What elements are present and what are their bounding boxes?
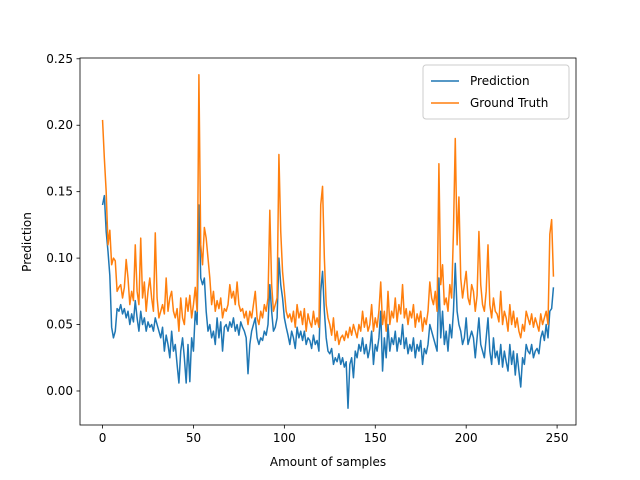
plot-frame <box>79 57 577 426</box>
y-tick-label: 0.05 <box>46 318 73 332</box>
y-tick-label: 0.10 <box>46 251 73 265</box>
y-tick-label: 0.25 <box>46 52 73 66</box>
legend-label: Ground Truth <box>470 96 548 110</box>
x-tick-label: 50 <box>186 431 201 445</box>
y-tick-label: 0.15 <box>46 185 73 199</box>
x-tick-label: 200 <box>455 431 478 445</box>
line-series <box>101 194 555 410</box>
y-tick-label: 0.20 <box>46 118 73 132</box>
x-axis-label: Amount of samples <box>270 455 386 469</box>
legend-box <box>422 64 570 120</box>
legend-label: Prediction <box>470 74 530 88</box>
x-tick-label: 150 <box>364 431 387 445</box>
x-tick-label: 100 <box>273 431 296 445</box>
y-axis-label: Prediction <box>20 212 34 272</box>
line-series <box>101 73 555 346</box>
x-tick-label: 250 <box>546 431 569 445</box>
x-tick-label: 0 <box>99 431 107 445</box>
y-tick-label: 0.00 <box>46 384 73 398</box>
